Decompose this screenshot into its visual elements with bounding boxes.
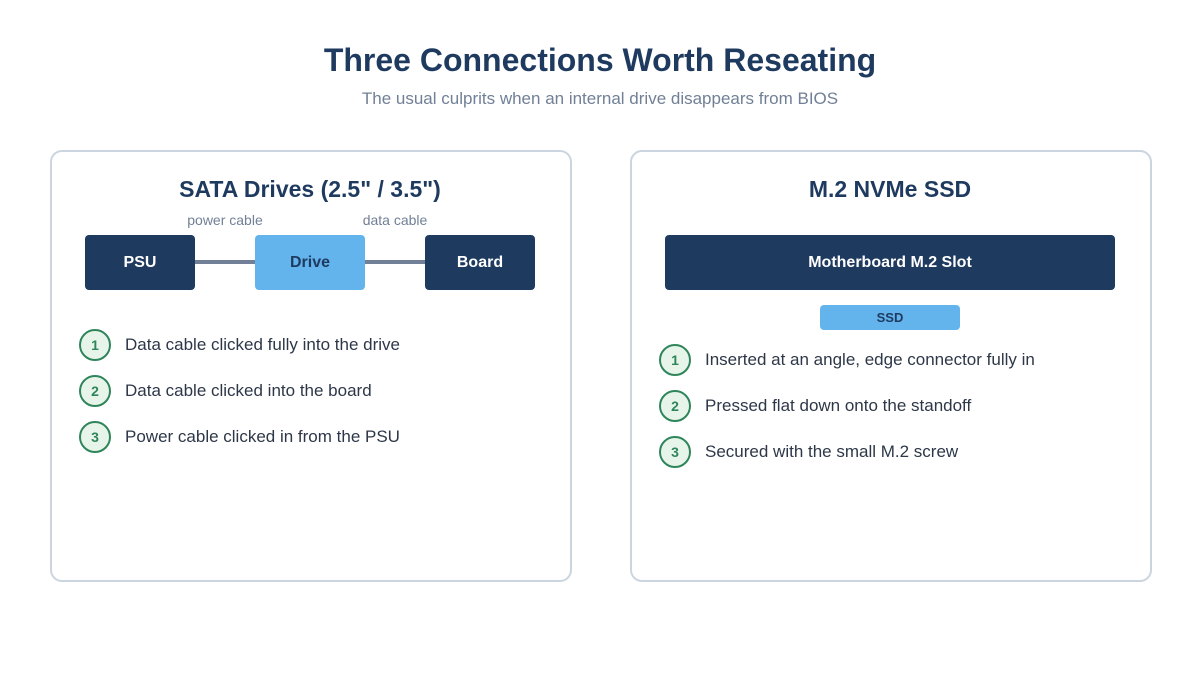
page-title: Three Connections Worth Reseating xyxy=(323,42,877,78)
step-text: Data cable clicked fully into the drive xyxy=(125,335,400,354)
cable xyxy=(195,260,255,264)
step-text: Inserted at an angle, edge connector ful… xyxy=(705,350,1035,369)
page-subtitle: The usual culprits when an internal driv… xyxy=(361,89,839,108)
step-text: Power cable clicked in from the PSU xyxy=(125,427,400,446)
step-number: 2 xyxy=(79,375,111,407)
node: Board xyxy=(425,235,535,290)
edge-label: data cable xyxy=(362,212,428,228)
node: Drive xyxy=(255,235,365,290)
step-text: Secured with the small M.2 screw xyxy=(705,442,959,461)
node: PSU xyxy=(85,235,195,290)
step-number: 1 xyxy=(79,329,111,361)
card xyxy=(630,150,1152,582)
cable xyxy=(365,260,425,264)
panel-title: SATA Drives (2.5" / 3.5") xyxy=(179,176,441,202)
panel-title: M.2 NVMe SSD xyxy=(808,176,972,202)
card xyxy=(50,150,572,582)
edge-label: power cable xyxy=(187,212,263,228)
step-text: Pressed flat down onto the standoff xyxy=(705,396,972,415)
step-number: 3 xyxy=(79,421,111,453)
step-number: 2 xyxy=(659,390,691,422)
step-number: 3 xyxy=(659,436,691,468)
step-number: 1 xyxy=(659,344,691,376)
ssd-module: SSD xyxy=(820,305,960,330)
m2-slot: Motherboard M.2 Slot xyxy=(665,235,1115,290)
step-text: Data cable clicked into the board xyxy=(125,381,372,400)
